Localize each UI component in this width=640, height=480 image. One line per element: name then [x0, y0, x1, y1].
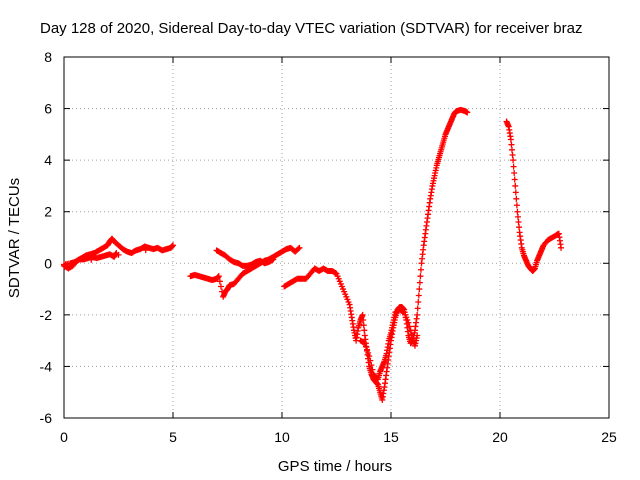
y-tick-label: -6	[40, 410, 53, 426]
data-point-plus	[296, 244, 303, 251]
data-point-plus	[511, 170, 518, 177]
data-point-plus	[507, 136, 514, 143]
data-point-plus	[558, 244, 565, 251]
data-point-plus	[415, 298, 422, 305]
data-point-plus	[417, 266, 424, 273]
y-tick-label: -4	[40, 358, 53, 374]
data-point-plus	[360, 317, 367, 324]
data-point-plus	[513, 202, 520, 209]
data-point-plus	[514, 213, 521, 220]
data-point-plus	[407, 327, 414, 334]
data-series	[61, 235, 176, 272]
data-point-plus	[405, 319, 412, 326]
data-point-plus	[416, 286, 423, 293]
data-point-plus	[415, 292, 422, 299]
axis-ticks: 0 5 10 15 20 25 -6 -4 -2 0 2 4 6 8	[40, 49, 617, 445]
data-point-plus	[366, 353, 373, 360]
plot-frame	[63, 56, 610, 419]
data-point-plus	[508, 141, 515, 148]
data-point-plus	[510, 163, 517, 170]
data-point-plus	[416, 279, 423, 286]
data-point-plus	[510, 157, 517, 164]
data-point-plus	[509, 151, 516, 158]
data-point-plus	[406, 323, 413, 330]
data-point-plus	[362, 343, 369, 350]
data-point-plus	[512, 189, 519, 196]
data-point-plus	[364, 346, 371, 353]
data-series	[503, 118, 565, 275]
x-tick-label: 0	[60, 429, 68, 445]
data-point-plus	[369, 366, 376, 373]
y-tick-label: 6	[44, 101, 52, 117]
data-point-plus	[142, 247, 149, 254]
data-point-plus	[508, 146, 515, 153]
x-tick-label: 25	[601, 429, 617, 445]
data-series	[281, 106, 471, 403]
y-tick-label: 4	[44, 152, 52, 168]
data-point-plus	[361, 340, 368, 347]
x-tick-label: 10	[274, 429, 290, 445]
data-point-plus	[270, 256, 277, 263]
data-point-plus	[361, 327, 368, 334]
y-tick-label: 2	[44, 204, 52, 220]
data-point-plus	[216, 278, 223, 285]
gridlines	[64, 57, 609, 418]
data-point-plus	[367, 357, 374, 364]
data-point-plus	[515, 219, 522, 226]
data-series	[187, 244, 303, 300]
data-point-plus	[464, 109, 471, 116]
data-point-plus	[512, 182, 519, 189]
data-point-plus	[408, 331, 415, 338]
data-point-plus	[113, 249, 120, 256]
data-series	[357, 306, 421, 383]
data-point-plus	[514, 208, 521, 215]
data-series	[213, 247, 277, 269]
data-point-plus	[516, 224, 523, 231]
data-point-plus	[295, 245, 302, 252]
data-point-plus	[170, 242, 176, 249]
y-tick-label: -2	[40, 307, 53, 323]
data-point-plus	[359, 311, 366, 318]
chart-title: Day 128 of 2020, Sidereal Day-to-day VTE…	[40, 20, 582, 37]
data-point-plus	[217, 283, 224, 290]
x-axis-label: GPS time / hours	[278, 458, 392, 475]
y-axis-label: SDTVAR / TECUs	[6, 178, 23, 298]
data-points	[61, 106, 565, 403]
data-point-plus	[215, 273, 222, 280]
data-point-plus	[365, 349, 372, 356]
x-tick-label: 5	[169, 429, 177, 445]
data-point-plus	[414, 305, 421, 312]
data-point-plus	[360, 322, 367, 329]
data-point-plus	[414, 311, 421, 318]
data-point-plus	[513, 195, 520, 202]
data-point-plus	[511, 176, 518, 183]
x-tick-label: 15	[383, 429, 399, 445]
data-point-plus	[417, 273, 424, 280]
y-tick-label: 0	[44, 255, 52, 271]
y-tick-label: 8	[44, 49, 52, 65]
x-tick-label: 20	[492, 429, 508, 445]
data-point-plus	[414, 332, 421, 339]
data-point-plus	[368, 362, 375, 369]
